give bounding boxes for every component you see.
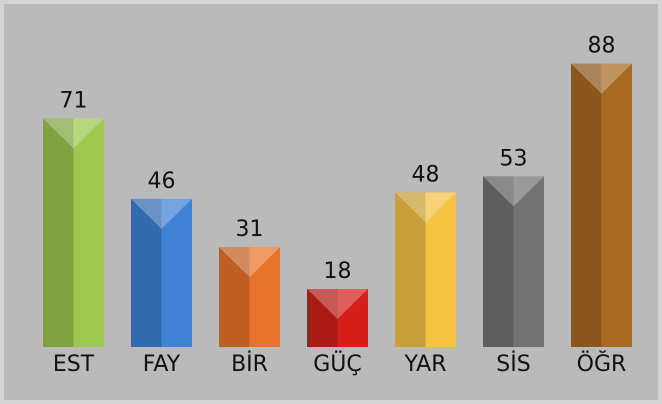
value-label: 48 bbox=[412, 162, 440, 187]
bar-cap bbox=[571, 63, 632, 94]
bar-cap bbox=[43, 118, 104, 149]
x-tick-label: SİS bbox=[496, 351, 530, 377]
bar bbox=[131, 198, 192, 347]
bar bbox=[483, 176, 544, 347]
value-label: 53 bbox=[500, 146, 528, 171]
value-label: 88 bbox=[588, 34, 616, 59]
bar bbox=[219, 247, 280, 347]
bar bbox=[571, 63, 632, 347]
bar-shade bbox=[43, 118, 74, 347]
x-tick-label: EST bbox=[53, 352, 95, 377]
x-tick-label: GÜÇ bbox=[313, 351, 362, 377]
bar-shade bbox=[219, 247, 250, 347]
bar-cap bbox=[219, 247, 280, 278]
x-tick-label: FAY bbox=[143, 352, 181, 377]
bar bbox=[43, 118, 104, 347]
bar-cap bbox=[131, 198, 192, 229]
x-tick-label: YAR bbox=[403, 352, 446, 377]
value-label: 31 bbox=[236, 217, 264, 242]
bar bbox=[395, 192, 456, 347]
bar-cap bbox=[307, 289, 368, 320]
bar bbox=[307, 289, 368, 347]
bar-cap bbox=[483, 176, 544, 207]
bar-shade bbox=[395, 192, 426, 347]
value-label: 46 bbox=[148, 169, 176, 194]
value-label: 18 bbox=[324, 259, 352, 284]
x-tick-label: ÖĞR bbox=[577, 351, 627, 377]
bar-shade bbox=[571, 63, 602, 347]
bar-shade bbox=[131, 198, 162, 347]
bar-shade bbox=[483, 176, 514, 347]
bar-shade bbox=[307, 289, 338, 347]
bar-cap bbox=[395, 192, 456, 223]
value-label: 71 bbox=[60, 88, 88, 113]
x-tick-label: BİR bbox=[231, 351, 268, 377]
